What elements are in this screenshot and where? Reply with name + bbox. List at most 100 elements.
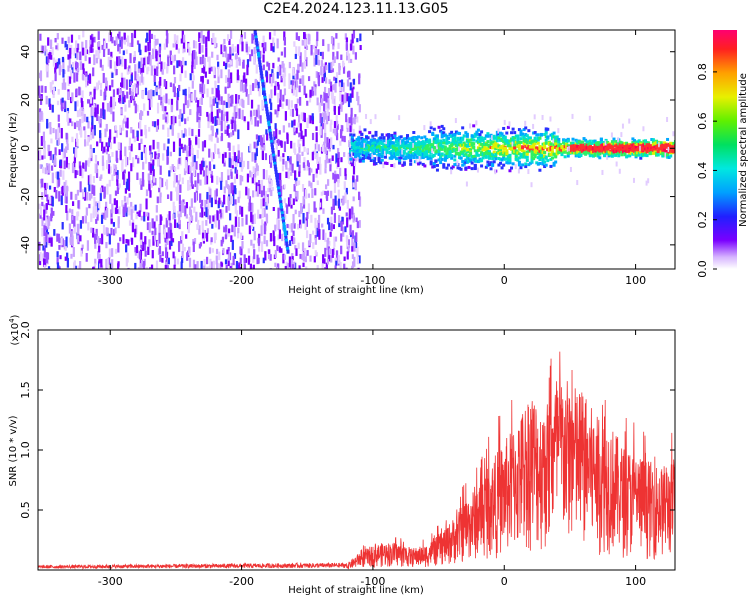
heatmap-cell [451,133,455,137]
heatmap-cell [532,145,536,149]
heatmap-cell [538,136,542,140]
heatmap-cell [221,202,224,208]
heatmap-cell [240,157,243,165]
heatmap-cell [138,210,141,217]
heatmap-cell [253,109,256,116]
heatmap-cell [47,144,50,152]
heatmap-cell [385,133,389,137]
heatmap-cell [227,250,231,261]
heatmap-cell [352,196,355,202]
heatmap-cell [372,162,376,166]
heatmap-cell [306,148,309,153]
heatmap-cell [217,263,221,269]
heatmap-cell [156,50,160,56]
heatmap-cell [295,177,298,182]
heatmap-cell [331,249,334,258]
heatmap-cell [418,161,422,165]
heatmap-cell [358,196,362,207]
heatmap-cell [371,153,374,159]
heatmap-cell [41,201,44,207]
heatmap-cell [612,147,616,151]
heatmap-cell [290,197,293,205]
heatmap-cell [56,177,59,189]
heatmap-cell [119,59,122,65]
heatmap-cell [390,137,394,141]
heatmap-cell [170,191,173,201]
heatmap-cell [328,158,331,163]
heatmap-cell [65,156,69,168]
heatmap-cell [226,249,229,255]
heatmap-cell [48,185,52,190]
heatmap-cell [143,211,146,217]
heatmap-cell [446,163,450,167]
heatmap-cell [513,131,517,135]
heatmap-cell [76,47,79,54]
heatmap-cell [250,224,254,230]
heatmap-cell [210,239,213,245]
heatmap-cell [314,207,317,213]
heatmap-cell [277,234,280,241]
heatmap-cell [224,259,228,265]
heatmap-cell [341,199,344,206]
heatmap-cell [522,154,526,158]
heatmap-cell [562,145,566,149]
heatmap-cell [75,133,79,142]
heatmap-cell [391,148,395,152]
heatmap-cell [443,133,447,137]
heatmap-cell [58,64,61,76]
heatmap-cell [177,48,180,54]
heatmap-cell [237,144,240,152]
heatmap-cell [369,138,373,142]
heatmap-cell [390,141,394,145]
heatmap-cell [450,134,454,138]
heatmap-cell [401,140,405,144]
heatmap-cell [274,109,277,115]
heatmap-cell [149,54,152,66]
heatmap-cell [382,136,386,140]
heatmap-cell [399,145,403,149]
heatmap-cell [294,245,297,250]
heatmap-cell [607,154,611,158]
heatmap-cell [309,255,312,262]
heatmap-cell [305,57,308,67]
heatmap-cell [98,263,102,269]
heatmap-cell [60,98,63,105]
heatmap-cell [49,196,52,204]
heatmap-cell [159,192,162,198]
heatmap-cell [352,117,355,124]
heatmap-cell [524,165,528,169]
heatmap-cell [279,64,282,76]
heatmap-cell [152,235,155,246]
heatmap-cell [94,155,98,163]
heatmap-cell [231,44,234,54]
heatmap-cell [315,54,318,65]
heatmap-cell [266,115,270,120]
heatmap-cell [580,140,584,144]
heatmap-cell [593,151,597,155]
heatmap-cell [280,208,284,213]
heatmap-cell [528,148,532,152]
heatmap-cell [334,170,337,176]
heatmap-cell [79,261,82,269]
heatmap-cell [272,206,275,211]
heatmap-cell [328,62,331,73]
heatmap-cell [252,34,255,41]
heatmap-cell [150,154,153,162]
heatmap-cell [106,258,109,269]
heatmap-cell [229,213,232,221]
heatmap-cell [544,129,548,133]
heatmap-cell [185,234,188,239]
heatmap-cell [325,154,328,160]
heatmap-cell [318,102,321,113]
heatmap-cell [456,151,460,155]
heatmap-cell [197,129,201,137]
heatmap-cell [72,247,75,257]
heatmap-cell [413,151,417,155]
heatmap-cell [339,140,342,146]
heatmap-cell [298,265,301,269]
heatmap-cell [222,43,225,53]
heatmap-cell [105,241,108,249]
heatmap-cell [664,143,668,147]
heatmap-cell [316,153,319,165]
heatmap-cell [532,131,536,135]
